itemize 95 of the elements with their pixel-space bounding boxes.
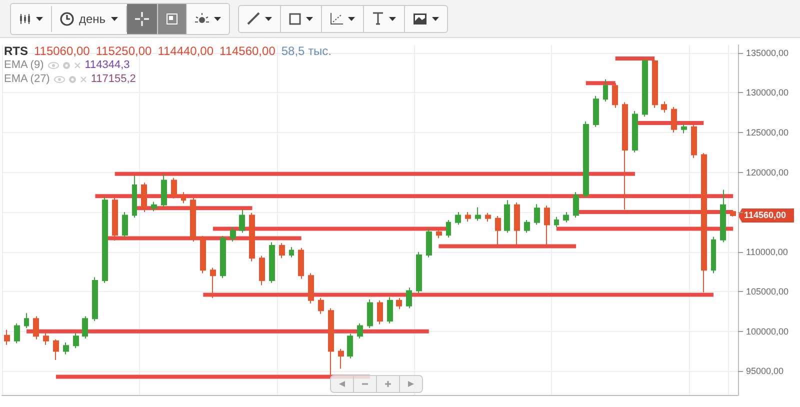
candlestick: [652, 60, 658, 108]
candlestick: [102, 196, 108, 284]
y-tick-label: 125000,00: [746, 128, 789, 138]
candlestick: [63, 342, 69, 355]
candlestick: [92, 276, 98, 322]
candlestick: [82, 316, 88, 340]
candlestick: [308, 272, 314, 304]
annotation: EMA (27): [4, 72, 50, 86]
candlestick: [514, 202, 520, 246]
candlestick: [210, 267, 216, 298]
candlestick: [446, 220, 451, 238]
y-tick-label: 135000,00: [746, 48, 789, 58]
candlestick: [200, 235, 206, 274]
candlestick: [338, 348, 344, 370]
candlestick: [720, 189, 726, 243]
candlestick: [141, 182, 147, 213]
candlestick: [534, 204, 540, 226]
candlestick: [347, 333, 353, 359]
candlestick: [387, 296, 393, 324]
candlestick: [681, 123, 687, 134]
y-tick-label: 105000,00: [746, 286, 789, 297]
candlestick: [573, 192, 579, 218]
candlestick: [426, 228, 432, 258]
annotation: 58,5 тыс.: [281, 44, 332, 58]
candlestick: [583, 120, 589, 198]
candlestick: [554, 216, 559, 228]
candlestick: [132, 174, 137, 218]
candlestick: [269, 242, 275, 284]
text: 114560,00: [744, 210, 786, 220]
y-tick-label: 95000,00: [746, 366, 784, 376]
candlestick: [475, 206, 481, 222]
candlestick: [73, 332, 79, 349]
candlestick: [396, 297, 402, 310]
candlestick: [279, 242, 285, 259]
candlestick: [544, 205, 550, 247]
candlestick: [14, 322, 20, 344]
candlestick: [298, 247, 304, 280]
annotation: 115060,00: [34, 44, 90, 58]
candlestick: [367, 299, 373, 329]
annotation: RTS: [4, 44, 28, 58]
candlestick: [622, 102, 628, 210]
candlestick: [485, 212, 491, 222]
candlestick: [318, 297, 324, 314]
candlestick: [259, 255, 265, 286]
annotation: 114560,00: [220, 44, 276, 58]
candlestick: [181, 192, 186, 204]
y-tick-label: 120000,00: [746, 167, 789, 178]
text: день: [79, 12, 106, 26]
y-tick-label: 130000,00: [746, 88, 789, 98]
candlestick: [661, 100, 667, 114]
candlestick: [711, 236, 716, 274]
candlestick: [43, 332, 49, 346]
candlestick: [249, 212, 255, 262]
candlestick: [24, 312, 29, 329]
candlestick: [220, 235, 226, 279]
candlestick: [642, 58, 648, 118]
candlestick: [504, 200, 510, 234]
candlestick: [239, 209, 245, 234]
candlestick: [33, 316, 39, 340]
candlestick: [524, 220, 530, 234]
candlestick: [230, 226, 236, 242]
candlestick: [455, 212, 461, 226]
candlestick: [53, 338, 59, 360]
candlestick: [416, 251, 422, 294]
candlestick: [465, 212, 471, 222]
candlestick: [190, 197, 196, 242]
candlestick: [632, 110, 638, 153]
y-tick-label: 110000,00: [746, 246, 788, 257]
candlestick: [730, 210, 736, 217]
candlestick: [603, 78, 608, 102]
candlestick: [406, 287, 412, 309]
candlestick: [4, 329, 10, 346]
candlestick: [612, 82, 618, 108]
candlestick: [171, 177, 177, 200]
candlestick: [151, 201, 157, 212]
candlestick: [593, 95, 599, 128]
annotation: 114344,3: [84, 58, 130, 72]
candlestick: [701, 152, 707, 293]
candlestick: [357, 322, 363, 340]
candlestick: [691, 124, 697, 158]
candlestick: [122, 212, 128, 238]
annotation: 117155,2: [90, 72, 136, 86]
candlestick: [377, 300, 383, 325]
candlestick: [289, 246, 294, 258]
candlestick: [161, 173, 167, 208]
candlestick: [671, 106, 677, 133]
candlestick: [563, 212, 569, 223]
annotation: 114440,00: [158, 44, 214, 58]
candlestick: [328, 308, 334, 376]
y-tick-label: 100000,00: [746, 326, 789, 336]
candlestick: [112, 197, 118, 242]
annotation: 115250,00: [96, 44, 152, 58]
candlestick: [436, 229, 442, 239]
annotation: EMA (9): [4, 58, 44, 72]
candlestick: [495, 216, 501, 246]
